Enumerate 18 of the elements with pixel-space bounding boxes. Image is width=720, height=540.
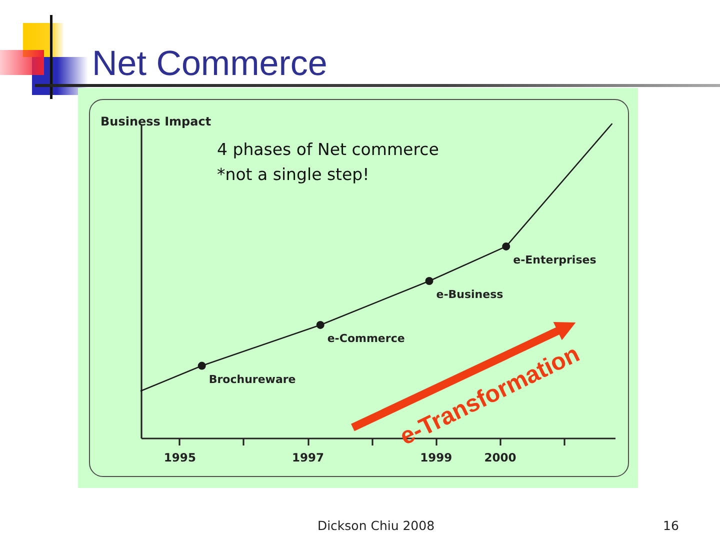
y-axis-title: Business Impact <box>100 114 212 128</box>
x-tick-label: 2000 <box>484 450 516 464</box>
x-tick-label: 1999 <box>420 450 452 464</box>
x-tick-label: 1997 <box>292 450 324 464</box>
chart-title: Net Commerce <box>92 44 328 84</box>
point <box>198 362 206 370</box>
x-tick-label: 1995 <box>164 450 196 464</box>
annotation: e-Enterprises <box>513 253 597 266</box>
annotation: *not a single step! <box>217 165 370 184</box>
text: Dickson Chiu 2008 <box>317 518 435 534</box>
text: 16 <box>663 518 679 534</box>
annotation: e-Business <box>436 288 504 301</box>
annotation: 4 phases of Net commerce <box>217 140 439 159</box>
point <box>316 320 324 329</box>
point <box>502 242 510 250</box>
annotation: Brochureware <box>208 372 296 386</box>
point <box>425 277 434 285</box>
annotation: e-Commerce <box>327 332 405 345</box>
